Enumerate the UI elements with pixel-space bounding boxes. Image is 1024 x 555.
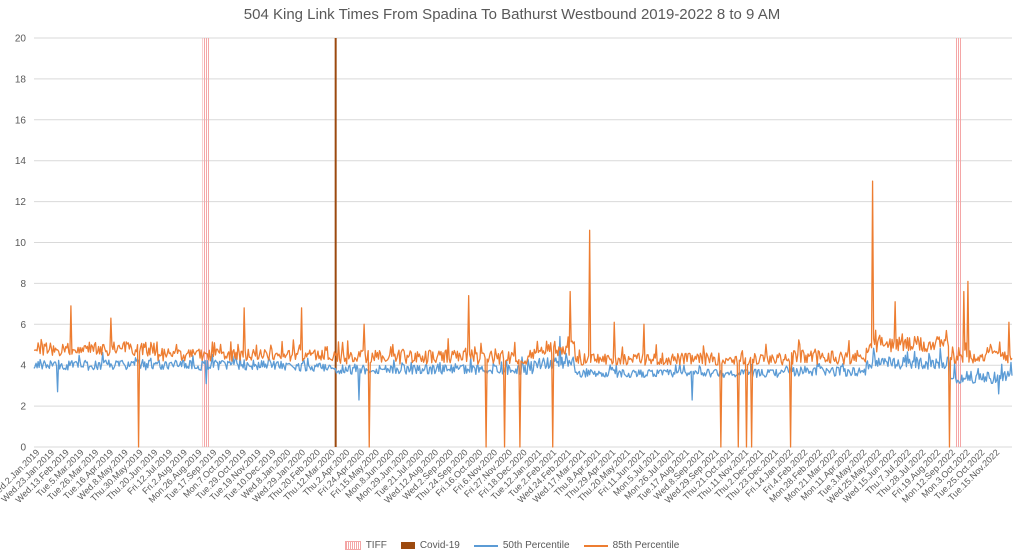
legend-label-tiff: TIFF: [365, 540, 387, 551]
chart-title: 504 King Link Times From Spadina To Bath…: [243, 6, 781, 23]
y-tick-label: 16: [15, 115, 27, 126]
covid-band: [334, 38, 337, 447]
legend-swatch-covid: [400, 542, 415, 549]
y-tick-label: 20: [15, 34, 27, 45]
chart-canvas: 0 2 4 6 8 10 12 14 16 18 20 Wed.2.Jan.2019Wed.23.J…: [0, 34, 1013, 505]
tiff-band: [955, 38, 963, 447]
legend-item-p85: 85th Percentile: [583, 540, 680, 551]
legend-swatch-p50: [473, 544, 498, 547]
legend-label-p85: 85th Percentile: [612, 540, 680, 551]
y-tick-label: 0: [20, 443, 26, 454]
legend-item-covid: Covid-19: [400, 540, 460, 551]
legend-label-covid: Covid-19: [419, 540, 460, 551]
legend: TIFF Covid-19 50th Percentile 85th Perce…: [0, 540, 1024, 551]
y-tick-label: 6: [20, 320, 26, 331]
y-tick-label: 18: [15, 74, 27, 85]
band-layer: [202, 38, 963, 447]
legend-swatch-tiff: [344, 541, 361, 550]
series-line-50th: [33, 335, 1013, 401]
x-axis: Wed.2.Jan.2019Wed.23.Jan.2019Wed.13.Feb.…: [0, 447, 1001, 505]
legend-item-p50: 50th Percentile: [473, 540, 570, 551]
series-line-85th: [33, 180, 1013, 448]
y-axis: 0 2 4 6 8 10 12 14 16 18 20: [15, 34, 27, 454]
y-tick-label: 8: [20, 279, 26, 290]
y-tick-label: 10: [15, 238, 27, 249]
legend-swatch-p85: [583, 544, 608, 547]
y-tick-label: 4: [20, 361, 26, 372]
y-tick-label: 14: [15, 156, 27, 167]
legend-label-p50: 50th Percentile: [502, 540, 570, 551]
y-tick-label: 12: [15, 197, 27, 208]
series-layer: [33, 180, 1013, 448]
legend-item-tiff: TIFF: [344, 540, 387, 551]
tiff-band: [202, 38, 210, 447]
gridlines: [34, 37, 1012, 448]
y-tick-label: 2: [20, 402, 26, 413]
